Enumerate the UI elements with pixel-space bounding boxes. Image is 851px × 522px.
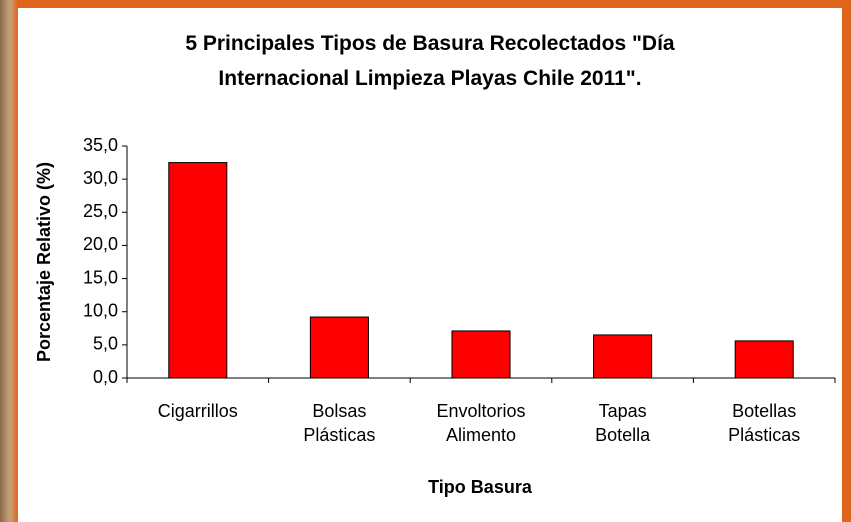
bar [168,162,228,379]
x-tick-label: Botellas Plásticas [728,401,801,445]
bar [593,334,653,379]
y-tick-label: 35,0 [83,135,118,155]
y-tick-label: 5,0 [93,334,118,354]
y-tick-label: 10,0 [83,300,118,320]
chart-title: 5 Principales Tipos de Basura Recolectad… [185,32,675,90]
x-tick-label: Tapas Botella [595,401,651,445]
x-tick-label: Bolsas Plásticas [303,401,376,445]
x-tick-label: Cigarrillos [157,401,238,421]
bar [734,340,794,379]
chart-panel [18,8,842,522]
y-tick-label: 15,0 [83,267,118,287]
x-tick-label: Envoltorios Alimento [436,401,526,445]
y-tick-label: 0,0 [93,367,118,387]
y-tick-label: 20,0 [83,234,118,254]
bar [451,330,511,379]
y-tick-label: 30,0 [83,168,118,188]
x-axis-label: Tipo Basura [428,477,532,497]
bar [309,316,369,379]
y-axis-label: Porcentaje Relativo (%) [34,162,54,362]
y-tick-label: 25,0 [83,201,118,221]
